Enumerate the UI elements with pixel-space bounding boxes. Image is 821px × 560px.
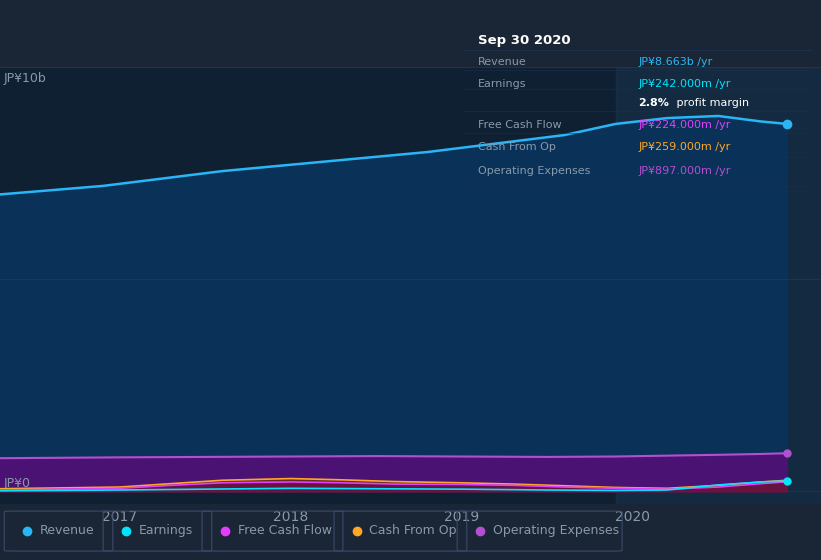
Text: Earnings: Earnings: [139, 524, 193, 537]
Text: Revenue: Revenue: [39, 524, 94, 537]
Text: profit margin: profit margin: [673, 97, 750, 108]
Text: Cash From Op: Cash From Op: [369, 524, 457, 537]
Text: Free Cash Flow: Free Cash Flow: [237, 524, 332, 537]
Text: Operating Expenses: Operating Expenses: [493, 524, 619, 537]
Text: Operating Expenses: Operating Expenses: [478, 166, 590, 176]
Text: JP¥259.000m /yr: JP¥259.000m /yr: [639, 142, 731, 152]
Text: Cash From Op: Cash From Op: [478, 142, 556, 152]
Bar: [616, 67, 821, 504]
Text: Revenue: Revenue: [478, 57, 526, 67]
Text: JP¥0: JP¥0: [4, 477, 31, 490]
Text: JP¥8.663b /yr: JP¥8.663b /yr: [639, 57, 713, 67]
Text: Free Cash Flow: Free Cash Flow: [478, 120, 562, 130]
Text: JP¥224.000m /yr: JP¥224.000m /yr: [639, 120, 731, 130]
Text: Earnings: Earnings: [478, 79, 526, 89]
Text: JP¥897.000m /yr: JP¥897.000m /yr: [639, 166, 731, 176]
Text: JP¥10b: JP¥10b: [4, 72, 47, 85]
Text: Sep 30 2020: Sep 30 2020: [478, 34, 571, 48]
Text: JP¥242.000m /yr: JP¥242.000m /yr: [639, 79, 731, 89]
Text: 2.8%: 2.8%: [639, 97, 669, 108]
